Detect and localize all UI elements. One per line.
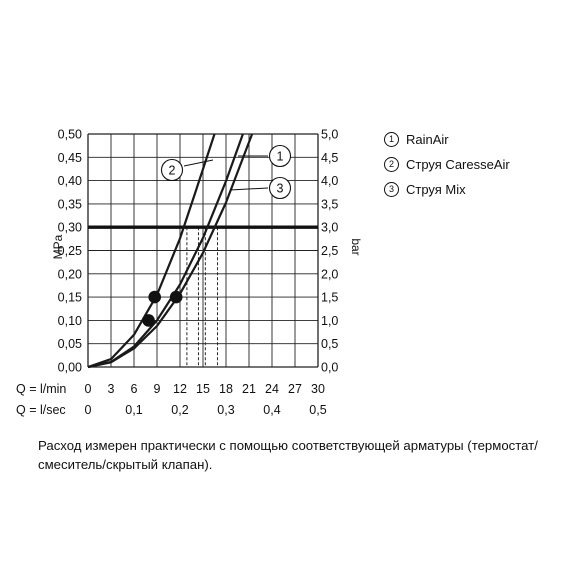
- callouts: 1 2 3: [160, 144, 292, 200]
- callout-leader: [229, 187, 269, 191]
- series-3-curve: [87, 133, 254, 369]
- y-left-tick-label: 0,35: [58, 197, 82, 211]
- pressure-flow-chart: 123 0,000,050,100,150,200,250,300,350,40…: [16, 128, 363, 418]
- drop-lines: [186, 227, 219, 367]
- legend-item: 2 Струя CaresseAir: [384, 152, 510, 177]
- x-lmin-tick-label: 6: [131, 382, 138, 396]
- y-right-tick-label: 3,0: [321, 221, 338, 235]
- tick-labels: 0,000,050,100,150,200,250,300,350,400,45…: [58, 128, 339, 418]
- x-lsec-axis-title: Q = l/sec: [16, 403, 66, 417]
- y-right-tick-label: 2,5: [321, 244, 338, 258]
- x-lsec-tick-label: 0,2: [171, 403, 188, 417]
- x-lmin-tick-label: 21: [242, 382, 256, 396]
- measurement-note: Расход измерен практически с помощью соо…: [38, 438, 538, 472]
- legend: 1 RainAir 2 Струя CaresseAir 3 Струя Mix: [384, 127, 510, 202]
- y-left-tick-label: 0,00: [58, 361, 82, 375]
- y-right-tick-label: 1,5: [321, 291, 338, 305]
- legend-item: 3 Струя Mix: [384, 177, 510, 202]
- x-lmin-tick-label: 15: [196, 382, 210, 396]
- y-right-tick-label: 1,0: [321, 314, 338, 328]
- y-right-tick-label: 4,5: [321, 151, 338, 165]
- x-lmin-tick-label: 9: [154, 382, 161, 396]
- y-left-tick-label: 0,10: [58, 314, 82, 328]
- y-right-tick-label: 0,0: [321, 361, 338, 375]
- y-right-tick-label: 3,5: [321, 197, 338, 211]
- x-lsec-tick-label: 0,5: [309, 403, 326, 417]
- y-right-axis-title: bar: [349, 238, 363, 255]
- legend-number-badge: 2: [384, 157, 399, 172]
- callout-circle: [268, 144, 292, 168]
- legend-label: Струя CaresseAir: [406, 157, 510, 172]
- legend-number-badge: 3: [384, 182, 399, 197]
- y-left-tick-label: 0,05: [58, 337, 82, 351]
- legend-item: 1 RainAir: [384, 127, 510, 152]
- x-lmin-tick-label: 24: [265, 382, 279, 396]
- y-left-tick-label: 0,50: [58, 128, 82, 142]
- markers: [142, 290, 183, 327]
- callout-circle: [160, 158, 184, 182]
- x-lmin-tick-label: 30: [311, 382, 325, 396]
- x-lsec-tick-label: 0: [85, 403, 92, 417]
- y-left-axis-title: MPa: [51, 234, 65, 259]
- y-right-tick-label: 5,0: [321, 128, 338, 142]
- x-lmin-tick-label: 18: [219, 382, 233, 396]
- y-right-tick-label: 4,0: [321, 174, 338, 188]
- callout-leader: [183, 159, 214, 167]
- legend-label: RainAir: [406, 132, 449, 147]
- y-left-tick-label: 0,40: [58, 174, 82, 188]
- x-lmin-tick-label: 0: [85, 382, 92, 396]
- y-right-tick-label: 2,0: [321, 267, 338, 281]
- callout-circle: [268, 176, 292, 200]
- y-left-tick-label: 0,30: [58, 221, 82, 235]
- x-lsec-tick-label: 0,4: [263, 403, 280, 417]
- y-right-tick-label: 0,5: [321, 337, 338, 351]
- callout-label: 3: [277, 182, 284, 196]
- data-marker: [148, 290, 161, 304]
- legend-number-badge: 1: [384, 132, 399, 147]
- callout-label: 1: [277, 150, 284, 164]
- x-lmin-tick-label: 12: [173, 382, 187, 396]
- legend-label: Струя Mix: [406, 182, 466, 197]
- x-lmin-axis-title: Q = l/min: [16, 382, 66, 396]
- y-left-tick-label: 0,45: [58, 151, 82, 165]
- callout-label: 2: [169, 164, 176, 178]
- x-lmin-tick-label: 3: [108, 382, 115, 396]
- data-marker: [142, 314, 155, 327]
- y-left-tick-label: 0,15: [58, 291, 82, 305]
- y-left-tick-label: 0,25: [58, 244, 82, 258]
- x-lsec-tick-label: 0,1: [125, 403, 142, 417]
- y-left-tick-label: 0,20: [58, 267, 82, 281]
- data-marker: [169, 290, 183, 304]
- x-lsec-tick-label: 0,3: [217, 403, 234, 417]
- x-lmin-tick-label: 27: [288, 382, 302, 396]
